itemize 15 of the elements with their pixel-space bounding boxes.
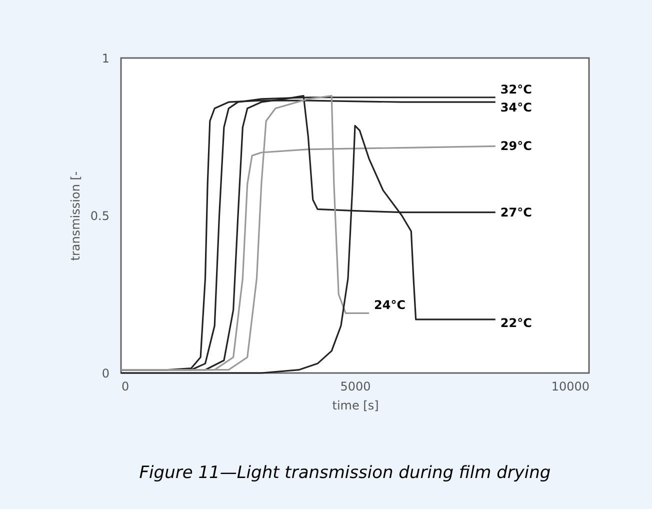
series-label: 27°C: [500, 205, 532, 220]
x-tick-label: 0: [122, 380, 130, 394]
caption: Figure 11—Light transmission during film drying: [139, 463, 551, 483]
y-tick-label: 1: [102, 52, 110, 66]
x-tick-label: 10000: [551, 380, 590, 394]
x-axis-title: time [s]: [332, 398, 379, 412]
series-label: 29°C: [500, 139, 532, 154]
series-label: 32°C: [500, 82, 532, 96]
y-tick-label: 0: [102, 366, 110, 380]
y-axis-title: transmission [-: [68, 171, 82, 261]
x-tick-label: 5000: [340, 380, 371, 394]
series-label: 22°C: [500, 316, 532, 330]
series-label: 24°C: [374, 298, 406, 312]
series-label: 34°C: [500, 100, 532, 114]
y-tick-label: 0.5: [90, 209, 110, 223]
